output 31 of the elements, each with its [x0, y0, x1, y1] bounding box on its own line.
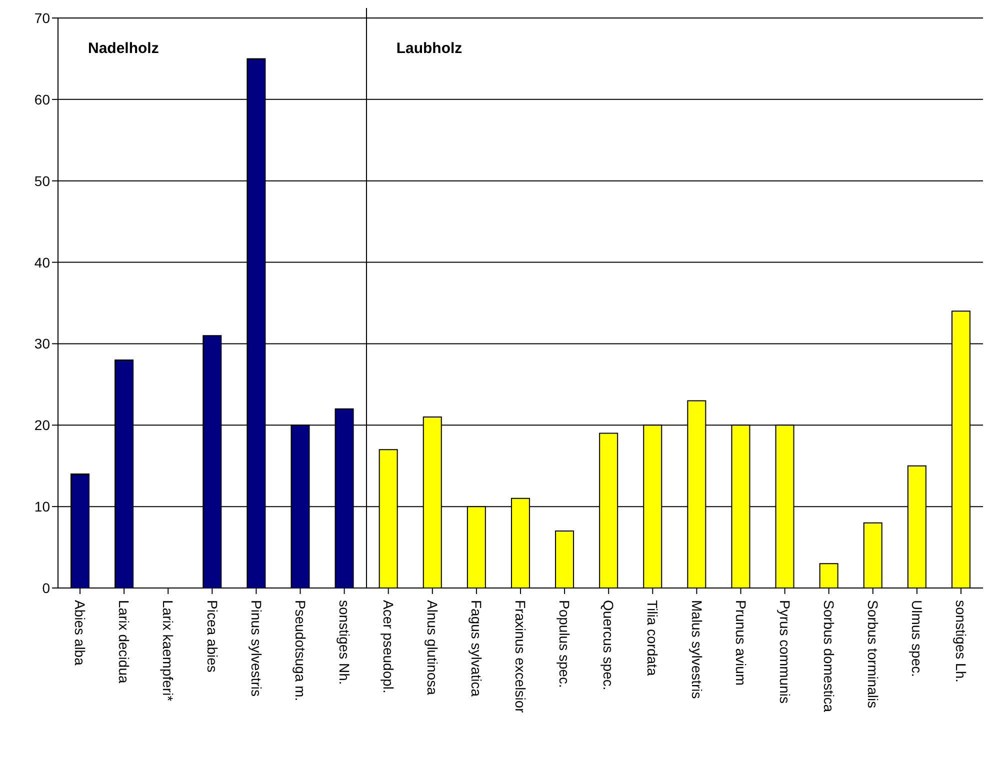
x-tick-label: Ulmus spec.: [909, 600, 926, 678]
y-tick-label: 30: [34, 336, 50, 352]
x-tick-label: sonstiges Lh.: [953, 600, 970, 682]
y-tick-label: 50: [34, 172, 50, 189]
y-tick-label: 70: [34, 10, 50, 26]
x-tick-label: Acer pseudopl.: [380, 600, 396, 694]
y-tick-label: 10: [34, 498, 50, 515]
y-tick-label: 40: [34, 254, 50, 270]
x-tick-label: Fraxinus excelsior: [512, 600, 529, 714]
x-tick-label: Pseudotsuga m.: [292, 600, 308, 702]
x-tick-label: Tilia cordata: [644, 600, 661, 676]
y-tick-label: 60: [34, 91, 50, 108]
x-tick-label: Larix kaempferi*: [160, 600, 176, 702]
x-tick-label: Sorbus torminalis: [864, 600, 881, 708]
y-tick-label: 20: [34, 417, 50, 434]
x-tick-label: Prunus avium: [732, 600, 749, 686]
x-tick-label: Populus spec.: [556, 600, 573, 688]
x-tick-label: Alnus glutinosa: [424, 600, 441, 696]
x-tick-label: Abies alba: [72, 600, 88, 666]
x-tick-label: Picea abies: [204, 600, 220, 672]
annotation: Laubholz: [396, 40, 462, 57]
x-tick-label: Pyrus communis: [776, 600, 793, 704]
x-tick-label: Malus sylvestris: [688, 600, 705, 699]
y-tick-label: 0: [42, 580, 50, 596]
x-tick-label: Larix decidua: [116, 600, 132, 684]
annotation: Nadelholz: [88, 40, 159, 57]
x-tick-label: Pinus sylvestris: [248, 600, 264, 696]
x-tick-label: Fagus sylvatica: [468, 600, 485, 697]
x-tick-label: Quercus spec.: [600, 600, 617, 690]
x-tick-label: sonstiges Nh.: [336, 600, 352, 685]
x-tick-label: Sorbus domestica: [820, 600, 837, 712]
